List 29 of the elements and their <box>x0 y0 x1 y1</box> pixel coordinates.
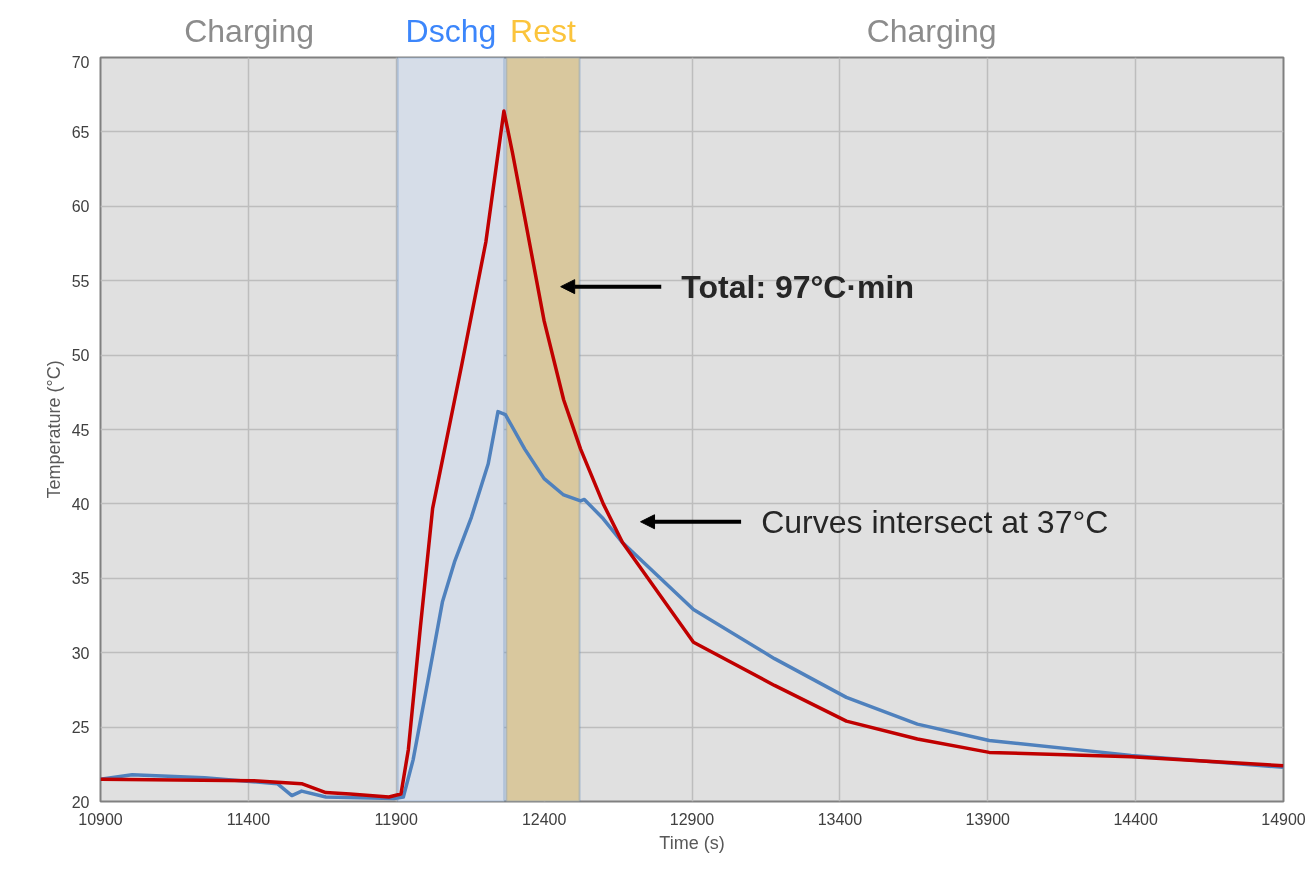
y-tick-label: 35 <box>71 570 90 588</box>
annotation: Total: 97°C·min <box>681 268 915 305</box>
band-label: Dschg <box>405 12 497 49</box>
y-tick-label: 20 <box>71 793 90 811</box>
y-tick-label: 50 <box>71 347 90 365</box>
x-tick-label: 11900 <box>374 810 418 828</box>
y-tick-label: 40 <box>71 495 90 513</box>
x-tick-label: 12900 <box>669 810 715 828</box>
y-tick-label: 60 <box>71 198 90 216</box>
x-tick-label: 12400 <box>521 810 567 828</box>
x-tick-label: 14900 <box>1261 810 1306 828</box>
x-tick-label: 13900 <box>965 810 1011 828</box>
y-tick-label: 65 <box>71 123 90 141</box>
y-tick-label: 70 <box>71 53 90 71</box>
band-label: Rest <box>510 12 576 49</box>
text: Charging <box>184 12 315 49</box>
y-tick-label: 45 <box>71 421 90 439</box>
annotation: Curves intersect at 37°C <box>761 503 1109 540</box>
text: Charging <box>866 12 997 49</box>
x-tick-label: 10900 <box>78 810 123 828</box>
x-axis-title: Time (s) <box>659 832 725 853</box>
y-tick-label: 55 <box>71 272 90 290</box>
y-tick-label: 30 <box>71 644 90 662</box>
y-tick-label: 25 <box>71 719 90 737</box>
y-axis-title: Temperature (°C) <box>43 360 64 499</box>
line-series <box>100 109 1284 799</box>
x-tick-label: 13400 <box>817 810 863 828</box>
x-tick-label: 11400 <box>226 810 271 828</box>
x-tick-label: 14400 <box>1113 810 1158 828</box>
